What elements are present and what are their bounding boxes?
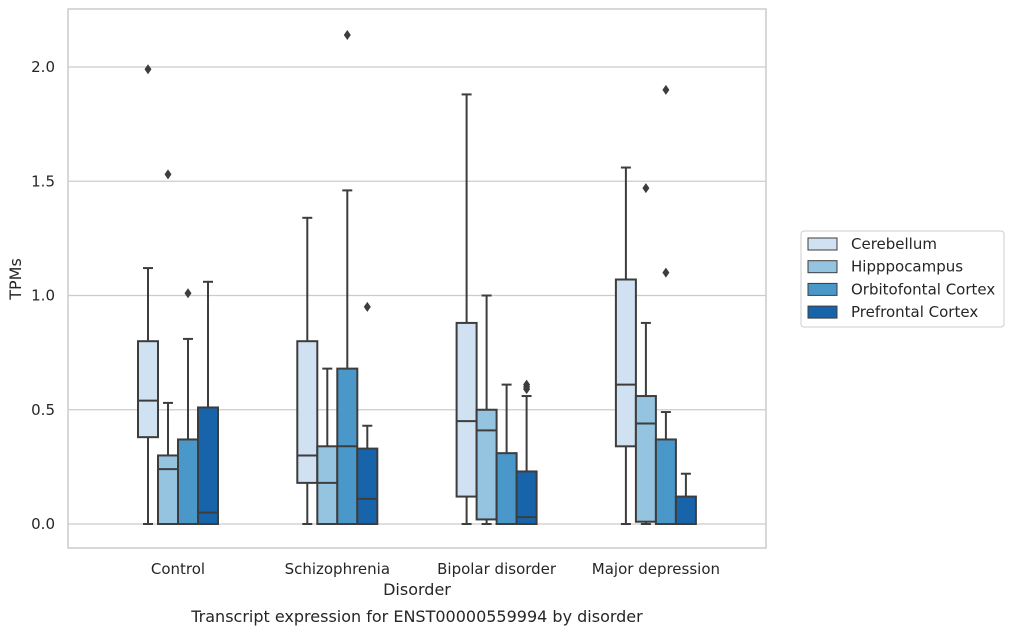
- box-body: [316, 445, 339, 525]
- box: [614, 166, 637, 525]
- box-body: [177, 438, 199, 525]
- box-body: [515, 470, 538, 526]
- box-body: [137, 340, 159, 439]
- y-tick-label: 1.0: [31, 287, 55, 305]
- box: [296, 216, 319, 525]
- box-body: [157, 454, 179, 526]
- box-body: [296, 340, 319, 484]
- legend-frame: [800, 230, 1005, 328]
- series-orbitofontal-cortex: [177, 30, 677, 526]
- box: [674, 472, 697, 525]
- box: [455, 93, 478, 525]
- box-body: [614, 278, 637, 448]
- box-body: [674, 495, 697, 525]
- box-body: [455, 321, 478, 498]
- x-tick-label: Bipolar disorder: [437, 560, 557, 578]
- y-tick-label: 0.0: [31, 515, 55, 533]
- chart-caption: Transcript expression for ENST0000055999…: [190, 607, 643, 626]
- legend-swatch: [807, 260, 838, 274]
- legend: Cerebellum Hipppocampus Orbitofontal Corte…: [800, 230, 1005, 328]
- legend-label: Orbitofontal Cortex: [851, 280, 995, 298]
- outlier-point: [363, 301, 371, 312]
- x-tick-label: Major depression: [592, 560, 720, 578]
- box: [336, 30, 359, 525]
- outlier-point: [523, 379, 531, 390]
- legend-label: Cerebellum: [851, 235, 937, 253]
- outlier-point: [662, 267, 670, 278]
- legend-label: Hipppocampus: [851, 258, 963, 276]
- y-axis-title: TPMs: [6, 258, 25, 301]
- box: [137, 64, 159, 525]
- y-axis-ticks: 0.0 0.5 1.0 1.5 2.0: [31, 58, 55, 533]
- legend-swatch: [807, 237, 838, 251]
- box-series: [137, 30, 697, 526]
- legend-swatch: [807, 305, 838, 319]
- y-tick-label: 0.5: [31, 401, 55, 419]
- outlier-point: [343, 30, 351, 41]
- series-prefrontal-cortex: [197, 280, 697, 526]
- x-tick-label: Schizophrenia: [285, 560, 390, 578]
- box-body: [475, 408, 498, 521]
- y-tick-label: 2.0: [31, 58, 55, 76]
- box: [654, 84, 677, 525]
- x-axis-ticks: Control Schizophrenia Bipolar disorder Majo…: [151, 560, 720, 578]
- box-body: [495, 452, 518, 526]
- series-hipppocampus: [157, 169, 657, 526]
- outlier-point: [144, 64, 152, 75]
- box: [177, 288, 199, 525]
- x-axis-title: Disorder: [383, 580, 451, 599]
- series-cerebellum: [137, 64, 637, 525]
- outlier-point: [642, 183, 650, 194]
- legend-swatch: [807, 282, 838, 296]
- outlier-point: [164, 169, 172, 180]
- box: [197, 280, 219, 525]
- x-tick-label: Control: [151, 560, 205, 578]
- box-body: [654, 438, 677, 525]
- box-body: [634, 395, 657, 523]
- outlier-point: [662, 84, 670, 95]
- box: [634, 183, 657, 525]
- legend-label: Prefrontal Cortex: [851, 303, 978, 321]
- box: [515, 379, 538, 526]
- box: [356, 301, 379, 525]
- outlier-point: [184, 288, 192, 299]
- box-body: [197, 406, 219, 525]
- box-body: [356, 447, 379, 525]
- y-tick-label: 1.5: [31, 172, 55, 190]
